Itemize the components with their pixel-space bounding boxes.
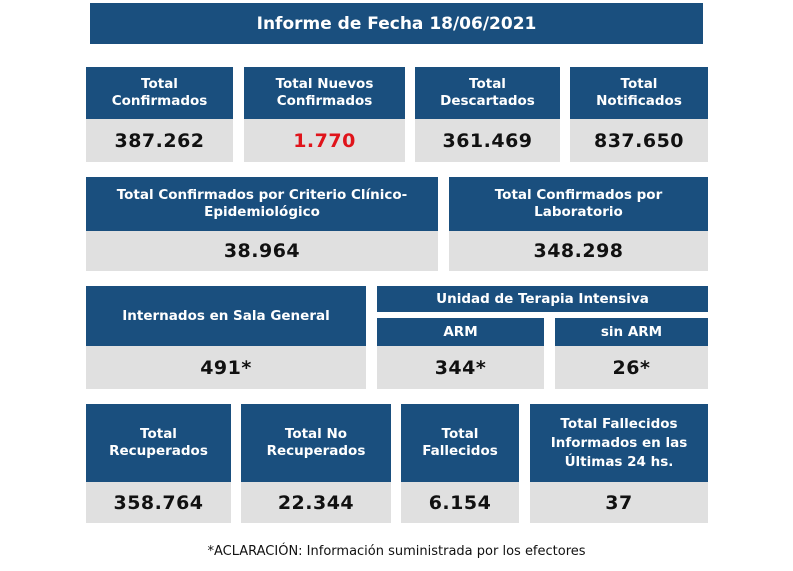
card-label: Total Fallecidos (401, 404, 519, 482)
card-value: 387.262 (86, 119, 233, 162)
card-label: Total Nuevos Confirmados (244, 67, 405, 119)
card-value: 22.344 (241, 482, 391, 523)
card-value: 37 (530, 482, 708, 523)
card-label: Total Confirmados por Laboratorio (449, 177, 708, 231)
card-value: 348.298 (449, 231, 708, 271)
card-label: Total Descartados (415, 67, 560, 119)
card-label: Total Notificados (570, 67, 708, 119)
card-value: 837.650 (570, 119, 708, 162)
card-value: 26* (555, 346, 708, 389)
card-value: 491* (86, 346, 366, 389)
card-value: 1.770 (244, 119, 405, 162)
footnote: *ACLARACIÓN: Información suministrada po… (207, 544, 586, 559)
card-value: 361.469 (415, 119, 560, 162)
card-value: 344* (377, 346, 544, 389)
card-label: Total Confirmados (86, 67, 233, 119)
card-value: 358.764 (86, 482, 231, 523)
card-label: sin ARM (555, 318, 708, 346)
card-label: Internados en Sala General (86, 286, 366, 346)
card-label: Total Fallecidos Informados en las Últim… (530, 404, 708, 482)
card-label: Total Confirmados por Criterio Clínico- … (86, 177, 438, 231)
uti-section-title: Unidad de Terapia Intensiva (377, 286, 708, 312)
card-value: 38.964 (86, 231, 438, 271)
report-title: Informe de Fecha 18/06/2021 (90, 3, 703, 44)
card-value: 6.154 (401, 482, 519, 523)
card-label: Total Recuperados (86, 404, 231, 482)
card-label: Total No Recuperados (241, 404, 391, 482)
card-label: ARM (377, 318, 544, 346)
